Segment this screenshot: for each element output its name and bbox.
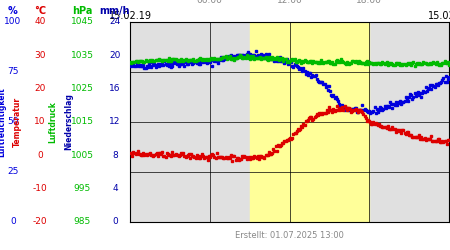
Text: 1045: 1045 <box>71 18 94 26</box>
Text: 1035: 1035 <box>71 51 94 60</box>
Text: -20: -20 <box>33 218 47 226</box>
Text: 10: 10 <box>34 118 46 126</box>
Text: Temperatur: Temperatur <box>13 97 22 147</box>
Text: 985: 985 <box>73 218 90 226</box>
Text: Luftdruck: Luftdruck <box>49 101 58 143</box>
Text: Niederschlag: Niederschlag <box>64 94 73 150</box>
Text: 24: 24 <box>109 18 121 26</box>
Text: 995: 995 <box>73 184 90 193</box>
Text: 30: 30 <box>34 51 46 60</box>
Text: 1015: 1015 <box>71 118 94 126</box>
Text: 1005: 1005 <box>71 151 94 160</box>
Text: 12: 12 <box>109 118 121 126</box>
Text: %: % <box>8 6 18 16</box>
Text: Luftfeuchtigkeit: Luftfeuchtigkeit <box>0 87 6 157</box>
Text: 1025: 1025 <box>71 84 94 93</box>
Text: Erstellt: 01.07.2025 13:00: Erstellt: 01.07.2025 13:00 <box>235 231 344 240</box>
Text: 4: 4 <box>112 184 118 193</box>
Text: 0: 0 <box>37 151 43 160</box>
Text: mm/h: mm/h <box>100 6 130 16</box>
Text: hPa: hPa <box>72 6 92 16</box>
Text: 50: 50 <box>7 118 19 126</box>
Text: 20: 20 <box>109 51 121 60</box>
Text: °C: °C <box>34 6 46 16</box>
Bar <box>250 22 369 222</box>
Text: 0: 0 <box>112 218 118 226</box>
Text: 75: 75 <box>7 68 19 76</box>
Text: 25: 25 <box>7 168 19 176</box>
Text: 40: 40 <box>34 18 46 26</box>
Text: 0: 0 <box>10 218 16 226</box>
Text: 100: 100 <box>4 18 22 26</box>
Text: -10: -10 <box>32 184 47 193</box>
Text: 20: 20 <box>34 84 46 93</box>
Text: 8: 8 <box>112 151 118 160</box>
Text: 16: 16 <box>109 84 121 93</box>
